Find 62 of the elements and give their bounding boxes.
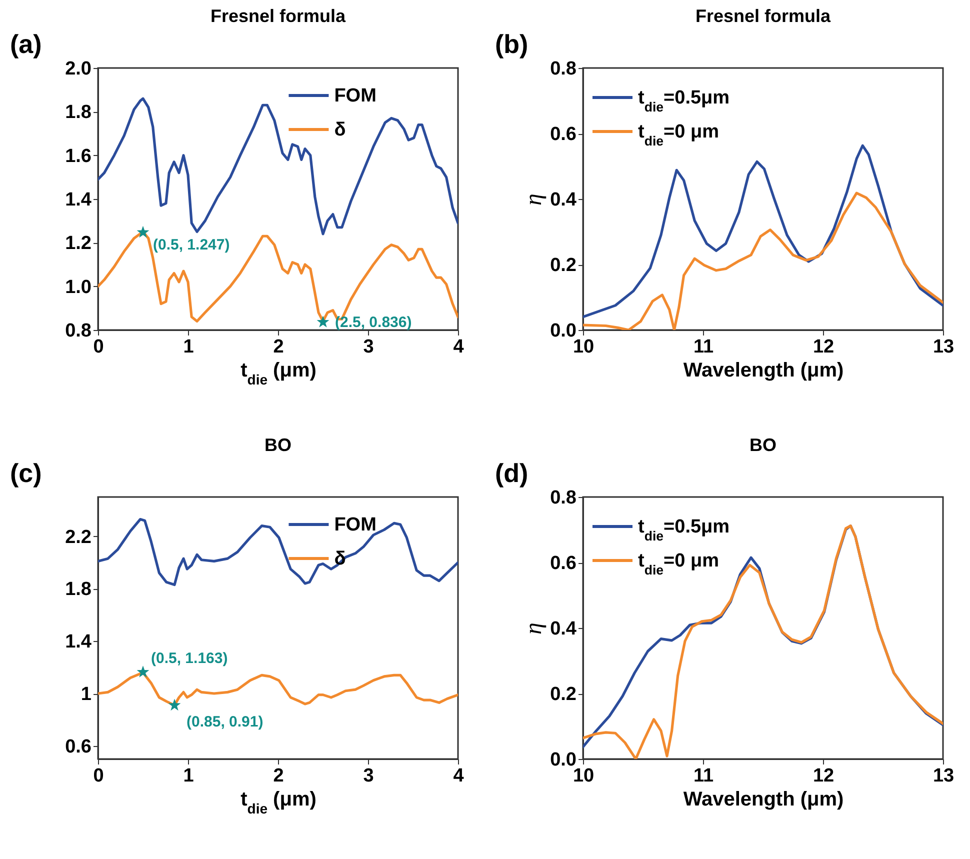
y-tick-label: 1 <box>80 684 92 705</box>
x-tick-label: 12 <box>812 336 834 358</box>
legend-label: t$_{die}$=0.5μm <box>638 88 730 114</box>
text: (d) <box>495 458 528 488</box>
y-tick-label: 0.4 <box>550 618 577 640</box>
y-tick-label: 2.2 <box>65 526 92 548</box>
x-tick-label: 2 <box>273 766 284 786</box>
x-tick-label: 3 <box>363 336 374 358</box>
y-tick-label: 2.0 <box>65 58 92 80</box>
chart-title: Fresnel formula <box>695 6 832 26</box>
y-tick-label: 0.4 <box>550 190 577 210</box>
y-tick-label: 0.6 <box>65 736 92 758</box>
x-tick-label: 12 <box>812 766 834 786</box>
legend-label: t$_{die}$=0 μm <box>638 122 720 148</box>
y-tick-label: 1.4 <box>65 190 92 210</box>
y-tick-label: 1.6 <box>65 146 92 167</box>
y-axis-title: η <box>521 622 548 634</box>
x-tick-label: 11 <box>693 766 714 786</box>
y-tick-label: 0.8 <box>550 58 576 80</box>
text: (b) <box>495 29 528 59</box>
text: (c) <box>10 458 42 488</box>
y-tick-label: 1.2 <box>65 233 92 254</box>
x-tick-label: 4 <box>453 766 464 786</box>
legend-label: t$_{die}$=0 μm <box>638 550 720 577</box>
x-tick-label: 0 <box>93 336 104 358</box>
text: (a) <box>10 29 42 59</box>
legend-label: δ <box>334 120 346 140</box>
x-tick-label: 13 <box>932 766 954 786</box>
x-tick-label: 1 <box>183 336 194 358</box>
chart-title: BO <box>750 435 776 455</box>
line-series <box>98 518 458 586</box>
x-tick-label: 2 <box>273 336 284 358</box>
y-tick-label: 1.4 <box>65 632 92 653</box>
legend-label: FOM <box>334 514 376 536</box>
annotation: (0.85, 0.91) <box>186 713 264 730</box>
x-tick-label: 1 <box>183 766 194 786</box>
x-axis-title: Wavelength (μm) <box>683 360 844 382</box>
y-axis-title: η <box>521 194 548 206</box>
y-tick-label: 0.6 <box>550 124 576 145</box>
y-tick-label: 0.2 <box>550 684 576 705</box>
annotation: (2.5, 0.836) <box>335 314 412 332</box>
y-tick-label: 1.0 <box>65 276 92 298</box>
chart-title: BO <box>264 435 292 455</box>
x-tick-label: 13 <box>932 336 954 358</box>
y-tick-label: 0.2 <box>550 255 576 276</box>
y-tick-label: 1.8 <box>65 102 92 124</box>
y-tick-label: 0.8 <box>550 488 576 508</box>
x-tick-label: 4 <box>453 336 464 358</box>
x-tick-label: 11 <box>693 336 714 358</box>
legend-label: t$_{die}$=0.5μm <box>638 516 730 543</box>
x-axis-title: Wavelength (μm) <box>683 788 844 810</box>
chart-title: Fresnel formula <box>210 6 346 26</box>
y-tick-label: 0.8 <box>65 320 92 342</box>
x-axis-title: t$_{die}$ (μm) <box>240 360 316 388</box>
annotation: (0.5, 1.247) <box>153 236 230 254</box>
y-tick-label: 0.6 <box>550 553 576 574</box>
legend-label: FOM <box>334 86 376 106</box>
x-axis-title: t$_{die}$ (μm) <box>240 788 316 816</box>
x-tick-label: 0 <box>93 766 104 786</box>
annotation: (0.5, 1.163) <box>151 650 228 668</box>
y-tick-label: 1.8 <box>65 579 92 600</box>
x-tick-label: 3 <box>363 766 374 786</box>
